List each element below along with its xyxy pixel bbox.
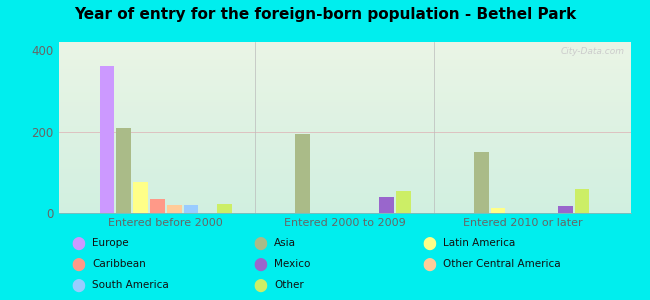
Text: Europe: Europe [92, 238, 129, 248]
Text: South America: South America [92, 280, 169, 290]
Bar [150, 199, 164, 213]
Bar [99, 66, 114, 213]
Text: Asia: Asia [274, 238, 296, 248]
Text: ⬤: ⬤ [71, 278, 85, 292]
Bar [474, 152, 489, 213]
Text: ⬤: ⬤ [422, 236, 436, 250]
Text: ⬤: ⬤ [253, 278, 267, 292]
Text: Latin America: Latin America [443, 238, 515, 248]
Bar [295, 134, 310, 213]
Bar [183, 205, 198, 213]
Bar [575, 189, 590, 213]
Bar [558, 206, 573, 213]
Text: City-Data.com: City-Data.com [561, 47, 625, 56]
Text: Mexico: Mexico [274, 259, 311, 269]
Text: ⬤: ⬤ [253, 236, 267, 250]
Text: ⬤: ⬤ [253, 257, 267, 271]
Bar [116, 128, 131, 213]
Text: Other Central America: Other Central America [443, 259, 561, 269]
Bar [396, 190, 411, 213]
Text: Other: Other [274, 280, 304, 290]
Text: Year of entry for the foreign-born population - Bethel Park: Year of entry for the foreign-born popul… [74, 8, 576, 22]
Bar [379, 197, 394, 213]
Bar [217, 204, 232, 213]
Bar [491, 208, 506, 213]
Text: ⬤: ⬤ [71, 257, 85, 271]
Bar [167, 205, 181, 213]
Text: ⬤: ⬤ [422, 257, 436, 271]
Bar [133, 182, 148, 213]
Text: Caribbean: Caribbean [92, 259, 146, 269]
Text: ⬤: ⬤ [71, 236, 85, 250]
